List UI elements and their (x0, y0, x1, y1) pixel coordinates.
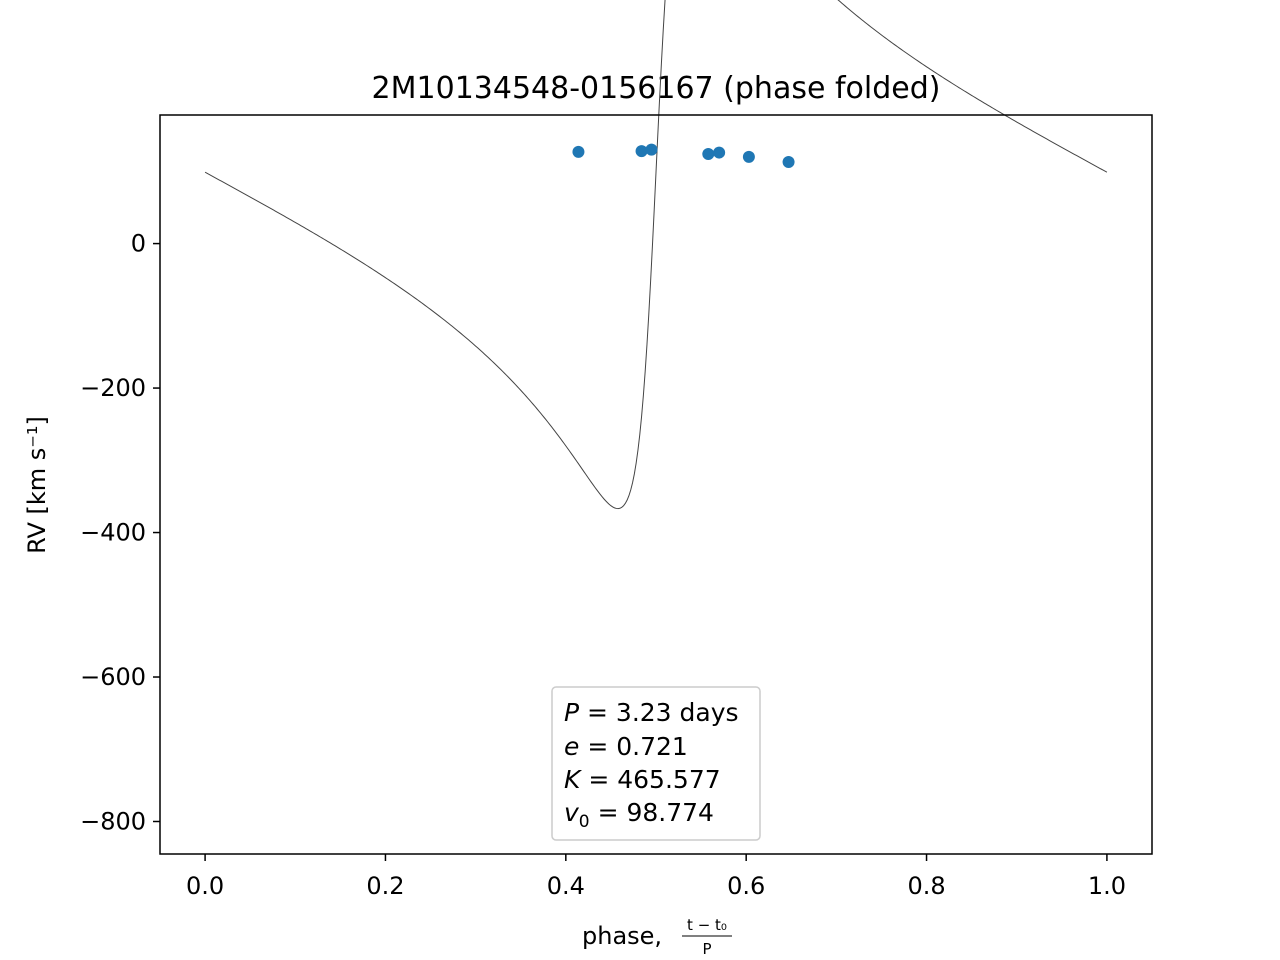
data-point (782, 155, 795, 168)
y-tick-label: −800 (80, 807, 146, 835)
parameter-box: P = 3.23 days e = 0.721 K = 465.577 v0 =… (551, 686, 761, 841)
y-tick-label: −200 (80, 374, 146, 402)
param-period: P = 3.23 days (564, 698, 739, 727)
y-axis-label: RV [km s⁻¹] (23, 416, 51, 554)
model-curve (204, 0, 1108, 510)
x-tick-label: 0.2 (366, 872, 404, 900)
x-tick-label: 0.4 (547, 872, 585, 900)
data-point (713, 146, 726, 159)
plot-area (159, 0, 1153, 855)
x-tick-label: 0.6 (727, 872, 765, 900)
param-eccentricity: e = 0.721 (564, 732, 688, 761)
x-tick-label: 0.0 (186, 872, 224, 900)
plot-frame (159, 114, 1153, 855)
svg-text:phase,: phase, (582, 922, 662, 950)
param-systemic-velocity: v0 = 98.774 (564, 798, 714, 832)
data-point (742, 150, 755, 163)
x-axis-label-denominator: P (702, 940, 711, 958)
y-tick-label: 0 (131, 230, 146, 258)
y-axis: 0 −200 −400 −600 −800 (80, 230, 160, 835)
x-tick-label: 0.8 (907, 872, 945, 900)
data-points (572, 143, 795, 168)
y-tick-label: −400 (80, 519, 146, 547)
data-point (572, 145, 585, 158)
parameter-box-frame (551, 686, 761, 841)
x-axis: 0.0 0.2 0.4 0.6 0.8 1.0 (186, 854, 1126, 900)
x-axis-label-numerator: t − t₀ (687, 916, 727, 934)
data-point (635, 145, 648, 158)
data-point (645, 143, 658, 156)
x-tick-label: 1.0 (1088, 872, 1126, 900)
chart-title: 2M10134548-0156167 (phase folded) (372, 71, 941, 106)
x-axis-label: phase, t − t₀ P (582, 916, 732, 958)
y-tick-label: −600 (80, 663, 146, 691)
param-semi-amplitude: K = 465.577 (564, 765, 721, 794)
data-point (702, 148, 715, 161)
